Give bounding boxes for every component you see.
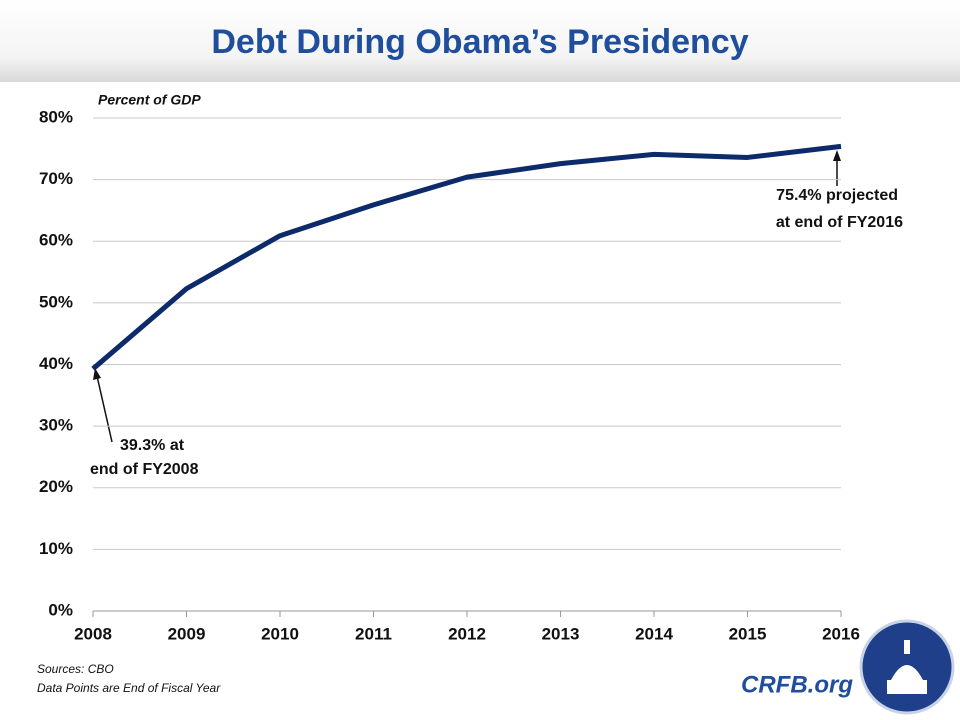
x-tick-label: 2010 bbox=[261, 624, 299, 643]
annotation: 39.3% at bbox=[120, 437, 185, 454]
y-tick-label: 0% bbox=[48, 600, 73, 619]
y-tick-label: 10% bbox=[39, 539, 73, 558]
chart-title: Debt During Obama’s Presidency bbox=[211, 23, 748, 61]
x-tick-label: 2016 bbox=[822, 624, 860, 643]
annotation-arrowhead bbox=[93, 368, 101, 380]
x-tick-label: 2015 bbox=[729, 624, 767, 643]
x-tick-label: 2009 bbox=[168, 624, 206, 643]
annotation: end of FY2008 bbox=[90, 461, 199, 478]
x-tick-label: 2013 bbox=[542, 624, 580, 643]
y-tick-label: 20% bbox=[39, 477, 73, 496]
y-tick-label: 80% bbox=[39, 107, 73, 126]
data-line bbox=[91, 143, 842, 371]
annotation-arrow bbox=[96, 375, 113, 443]
source-note: Data Points are End of Fiscal Year bbox=[37, 681, 221, 695]
x-tick-label: 2012 bbox=[448, 624, 486, 643]
annotation-arrowhead bbox=[833, 150, 841, 161]
annotation: 75.4% projected bbox=[776, 187, 898, 204]
y-tick-label: 60% bbox=[39, 231, 73, 250]
y-axis-label: Percent of GDP bbox=[98, 92, 201, 108]
x-tick-label: 2014 bbox=[635, 624, 673, 643]
y-tick-label: 30% bbox=[39, 416, 73, 435]
x-tick-label: 2008 bbox=[74, 624, 112, 643]
logo-text: CRFB.org bbox=[741, 671, 853, 698]
y-tick-label: 50% bbox=[39, 292, 73, 311]
header-band bbox=[0, 0, 960, 82]
y-tick-label: 40% bbox=[39, 354, 73, 373]
y-tick-label: 70% bbox=[39, 169, 73, 188]
x-tick-label: 2011 bbox=[355, 624, 392, 643]
logo-capitol bbox=[887, 640, 927, 694]
source-note: Sources: CBO bbox=[37, 662, 114, 676]
annotation: at end of FY2016 bbox=[776, 214, 903, 231]
